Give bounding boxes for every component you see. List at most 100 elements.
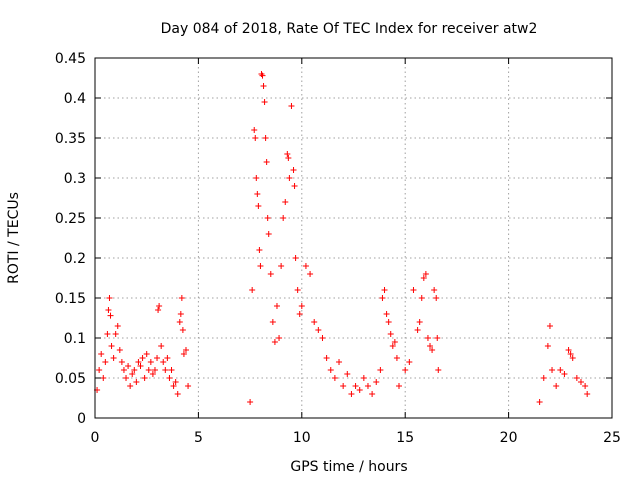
chart-title: Day 084 of 2018, Rate Of TEC Index for r… — [161, 21, 538, 37]
data-point — [137, 363, 144, 369]
data-point — [282, 199, 289, 205]
data-point — [155, 307, 162, 313]
data-point — [389, 343, 396, 349]
data-point — [276, 335, 283, 341]
x-axis-label: GPS time / hours — [290, 459, 407, 475]
data-point — [96, 367, 103, 373]
data-point — [164, 355, 171, 361]
data-point — [569, 355, 576, 361]
data-point — [265, 231, 272, 237]
data-point — [143, 351, 150, 357]
x-tick-labels: 0 5 10 15 20 25 — [91, 430, 621, 446]
data-point — [114, 323, 121, 329]
data-point — [285, 155, 292, 161]
data-point — [147, 359, 154, 365]
data-point — [170, 383, 177, 389]
data-point — [385, 319, 392, 325]
grid-lines — [95, 58, 612, 418]
data-point — [414, 327, 421, 333]
data-point — [177, 311, 184, 317]
data-point — [373, 379, 380, 385]
data-point — [356, 387, 363, 393]
data-point — [98, 351, 105, 357]
data-point — [434, 335, 441, 341]
data-point — [168, 367, 175, 373]
y-tick-label: 0.15 — [55, 291, 86, 307]
y-tick-label: 0.1 — [64, 331, 86, 347]
y-tick-label: 0.2 — [64, 251, 86, 267]
data-point — [544, 343, 551, 349]
data-point — [393, 355, 400, 361]
data-point — [100, 375, 107, 381]
y-tick-label: 0.45 — [55, 51, 86, 67]
data-point — [273, 303, 280, 309]
data-point — [156, 303, 163, 309]
data-point — [129, 371, 136, 377]
data-point — [549, 367, 556, 373]
data-point — [296, 311, 303, 317]
data-point — [323, 355, 330, 361]
data-point — [125, 363, 132, 369]
data-point — [429, 347, 436, 353]
data-point — [557, 367, 564, 373]
data-point — [179, 327, 186, 333]
data-point — [546, 323, 553, 329]
data-point — [162, 367, 169, 373]
data-point — [271, 339, 278, 345]
data-point — [264, 215, 271, 221]
data-point — [387, 331, 394, 337]
data-point — [377, 367, 384, 373]
data-point — [381, 287, 388, 293]
data-point — [406, 359, 413, 365]
data-point — [298, 303, 305, 309]
y-tick-labels: 0 0.05 0.1 0.15 0.2 0.25 0.3 0.35 0.4 0.45 — [55, 51, 86, 427]
data-point — [292, 255, 299, 261]
y-tick-label: 0.3 — [64, 171, 86, 187]
data-point — [327, 367, 334, 373]
data-points — [94, 71, 591, 405]
data-point — [131, 367, 138, 373]
data-point — [416, 319, 423, 325]
data-point — [145, 367, 152, 373]
data-point — [118, 359, 125, 365]
data-point — [252, 135, 259, 141]
data-point — [348, 391, 355, 397]
data-point — [263, 159, 270, 165]
y-axis-label: ROTI / TECUs — [6, 192, 22, 284]
y-tick-label: 0 — [77, 411, 86, 427]
data-point — [120, 367, 127, 373]
data-point — [290, 167, 297, 173]
data-point — [249, 287, 256, 293]
data-point — [352, 383, 359, 389]
data-point — [422, 271, 429, 277]
data-point — [262, 135, 269, 141]
data-point — [553, 383, 560, 389]
data-point — [536, 399, 543, 405]
data-point — [391, 339, 398, 345]
data-point — [180, 351, 187, 357]
data-point — [116, 347, 123, 353]
data-point — [340, 383, 347, 389]
data-point — [139, 355, 146, 361]
data-point — [395, 383, 402, 389]
data-point — [294, 287, 301, 293]
data-point — [172, 379, 179, 385]
data-point — [584, 391, 591, 397]
data-point — [582, 383, 589, 389]
x-tick-label: 10 — [293, 430, 311, 446]
y-tick-label: 0.35 — [55, 131, 86, 147]
data-point — [427, 343, 434, 349]
data-point — [259, 72, 266, 79]
y-tick-label: 0.25 — [55, 211, 86, 227]
data-point — [420, 275, 427, 281]
data-point — [160, 359, 167, 365]
data-point — [256, 247, 263, 253]
data-point — [402, 367, 409, 373]
data-point — [166, 375, 173, 381]
data-point — [267, 271, 274, 277]
data-point — [151, 367, 158, 373]
data-point — [573, 375, 580, 381]
data-point — [104, 331, 111, 337]
data-point — [254, 191, 261, 197]
